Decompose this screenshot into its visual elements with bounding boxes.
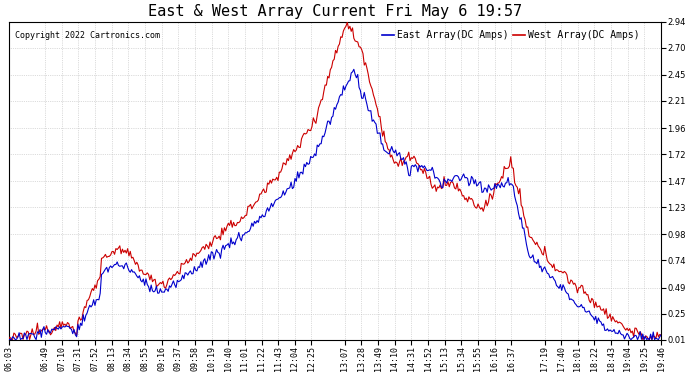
Title: East & West Array Current Fri May 6 19:57: East & West Array Current Fri May 6 19:5… bbox=[148, 4, 522, 19]
Text: Copyright 2022 Cartronics.com: Copyright 2022 Cartronics.com bbox=[15, 31, 160, 40]
Legend: East Array(DC Amps), West Array(DC Amps): East Array(DC Amps), West Array(DC Amps) bbox=[378, 27, 643, 44]
